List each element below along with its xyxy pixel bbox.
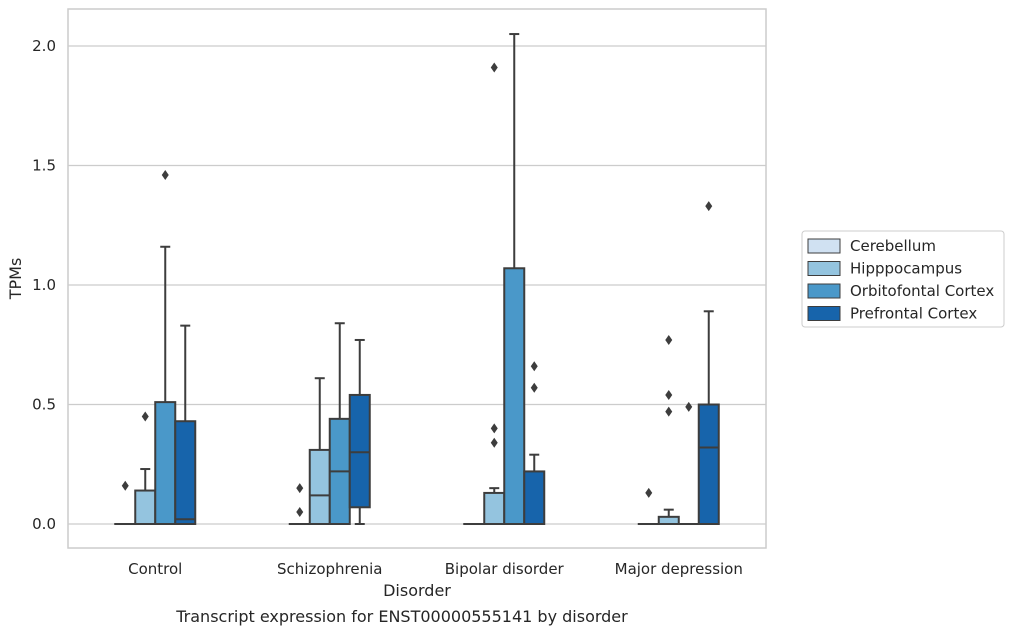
legend-swatch — [807, 283, 841, 299]
box-series — [114, 33, 720, 526]
legend-label: Prefrontal Cortex — [850, 305, 977, 323]
box-hipppocampus — [657, 334, 680, 526]
legend-label: Cerebellum — [850, 237, 936, 255]
box-orbitofontal-cortex — [503, 33, 526, 525]
outlier-point — [161, 170, 169, 181]
box-orbitofontal-cortex — [328, 322, 351, 525]
y-tick-label: 1.5 — [32, 157, 56, 175]
outlier-point — [665, 334, 673, 345]
x-tick-label: Control — [128, 560, 182, 578]
y-axis-label: TPMs — [6, 258, 25, 301]
box — [308, 448, 331, 525]
outlier-point — [490, 62, 498, 73]
box — [134, 489, 157, 526]
box-orbitofontal-cortex — [154, 170, 177, 525]
outlier-point — [296, 507, 304, 518]
x-axis-ticks: Control Schizophrenia Bipolar disorder Majo… — [128, 560, 743, 578]
outlier-point — [665, 406, 673, 417]
box — [174, 420, 197, 526]
box-prefrontal-cortex — [348, 338, 371, 525]
box-cerebellum — [288, 483, 311, 526]
y-tick-label: 0.5 — [32, 396, 56, 414]
outlier-point — [685, 401, 693, 412]
outlier-point — [296, 483, 304, 494]
box-hipppocampus — [134, 411, 157, 526]
box — [523, 470, 546, 526]
box — [657, 515, 680, 526]
legend-swatch — [807, 261, 841, 276]
outlier-point — [121, 480, 129, 491]
outlier-point — [645, 487, 653, 498]
box-cerebellum — [637, 487, 660, 526]
outlier-point — [705, 201, 713, 212]
y-tick-label: 2.0 — [32, 37, 56, 55]
x-tick-label: Major depression — [615, 560, 743, 578]
outlier-point — [490, 423, 498, 434]
y-tick-label: 0.0 — [32, 515, 56, 533]
legend-swatch — [807, 238, 841, 254]
outlier-point — [665, 389, 673, 400]
plot-area-frame — [67, 8, 767, 549]
outlier-point — [530, 361, 538, 372]
box-hipppocampus — [483, 62, 506, 525]
legend: Cerebellum Hipppocampus Orbitofontal Corte… — [801, 230, 1005, 328]
box-cerebellum — [114, 480, 137, 526]
box-hipppocampus — [308, 377, 331, 525]
x-tick-label: Bipolar disorder — [445, 560, 565, 578]
box-prefrontal-cortex — [697, 201, 720, 525]
legend-frame — [801, 230, 1005, 328]
y-tick-label: 1.0 — [32, 276, 56, 294]
y-axis-ticks: 0.0 0.5 1.0 1.5 2.0 — [32, 37, 56, 533]
box-orbitofontal-cortex — [677, 401, 700, 526]
box-prefrontal-cortex — [523, 361, 546, 526]
chart-caption: Transcript expression for ENST0000055514… — [175, 607, 628, 626]
legend-label: Orbitofontal Cortex — [850, 282, 994, 300]
x-axis-label: Disorder — [383, 581, 451, 600]
x-tick-label: Schizophrenia — [277, 560, 382, 578]
legend-label: Hipppocampus — [850, 260, 962, 278]
box — [348, 393, 371, 509]
outlier-point — [490, 437, 498, 448]
box — [697, 403, 720, 525]
box-prefrontal-cortex — [174, 324, 197, 526]
outlier-point — [141, 411, 149, 422]
outlier-point — [530, 382, 538, 393]
box — [483, 491, 506, 525]
box — [503, 267, 526, 525]
legend-swatch — [807, 306, 841, 321]
box — [154, 401, 177, 525]
